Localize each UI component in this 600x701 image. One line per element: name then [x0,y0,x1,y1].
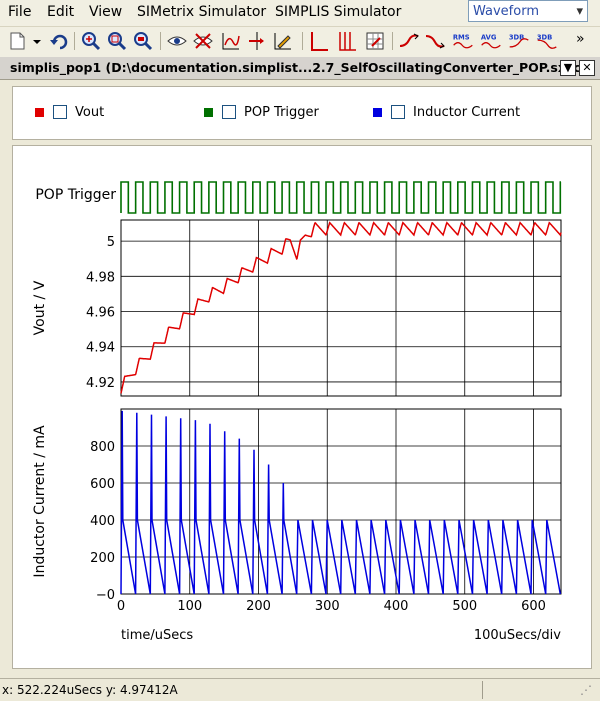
legend-label-vout: Vout [75,105,105,120]
vout-plot-frame [120,219,562,397]
3db-fall-icon[interactable]: 3DB [536,30,562,52]
3db-rise-icon-text: 3DB [509,33,524,41]
rms-icon[interactable]: RMS [452,30,478,52]
menu-view[interactable]: View [89,4,123,20]
menu-simplis-simulator[interactable]: SIMPLIS Simulator [275,4,402,20]
hide-icon[interactable] [192,30,214,52]
time-tick-label: 500 [452,599,477,614]
vout-tick-label: 4.96 [86,306,115,321]
time-tick-label: 400 [384,599,409,614]
chevron-down-icon: ▾ [576,4,583,19]
current-tick-label: 600 [90,477,115,492]
avg-icon[interactable]: AVG [480,30,506,52]
legend-checkbox-pop-trigger[interactable] [222,105,236,119]
document-title-bar: simplis_pop1 (D:\documentation.simplist.… [0,57,600,80]
toolbar-separator [392,32,393,50]
resize-grip-icon[interactable]: ⋰ [580,683,592,697]
legend-checkbox-inductor-current[interactable] [391,105,405,119]
legend-checkbox-vout[interactable] [53,105,67,119]
eye-icon[interactable] [166,30,188,52]
vout-trace [120,221,562,394]
edit-curve-icon[interactable] [272,30,294,52]
grid-icon[interactable] [336,30,358,52]
cursor-coordinates: x: 522.224uSecs y: 4.97412A [2,683,178,697]
mode-selector-dropdown[interactable]: Waveform Viewer ▾ [468,0,588,41]
status-bar: x: 522.224uSecs y: 4.97412A ⋰ [0,678,600,701]
current-tick-label: 200 [90,551,115,566]
current-tick-label: 400 [90,514,115,529]
close-button[interactable]: ✕ [579,60,595,76]
window-menu-label: ▼ [563,61,573,74]
rms-icon-text: RMS [453,33,470,41]
zoom-fit-icon[interactable] [106,30,128,52]
vout-tick-label: 4.98 [86,270,115,285]
cursor-icon[interactable] [246,30,268,52]
zoom-in-icon[interactable] [80,30,102,52]
current-axis-label: Inductor Current / mA [32,425,48,578]
vout-axis-label: Vout / V [32,280,48,335]
menubar: File Edit View SIMetrix Simulator SIMPLI… [0,0,600,41]
vout-tick-label: 4.92 [86,376,115,391]
current-tick-label: 800 [90,440,115,455]
current-tick-label: −0 [96,588,115,603]
time-tick-label: 600 [521,599,546,614]
status-divider [482,681,483,699]
time-tick-label: 300 [315,599,340,614]
toolbar-separator [74,32,75,50]
graph-edit-icon[interactable] [364,30,386,52]
toolbar: RMS AVG 3DB 3DB » [0,27,600,58]
menu-file[interactable]: File [8,4,32,20]
rise-icon[interactable] [398,30,420,52]
close-icon: ✕ [582,61,592,74]
time-tick-label: 100 [177,599,202,614]
toolbar-overflow-button[interactable]: » [576,31,585,47]
new-document-icon[interactable] [6,30,28,52]
inductor-current-trace [120,410,562,595]
document-title: simplis_pop1 (D:\documentation.simplist.… [10,60,596,75]
time-scale-label: 100uSecs/div [474,628,561,643]
3db-rise-icon[interactable]: 3DB [508,30,534,52]
waveform-chart[interactable]: POP Trigger 5 4.98 4.96 4.94 4.92 Vout / V 800 6… [13,146,591,668]
time-tick-label: 200 [246,599,271,614]
legend-swatch-vout [35,108,44,117]
legend-label-pop-trigger: POP Trigger [244,105,319,120]
vout-tick-label: 4.94 [86,341,115,356]
pop-trigger-axis-label: POP Trigger [35,187,116,203]
toolbar-separator [160,32,161,50]
time-tick-label: 0 [117,599,125,614]
curve-icon[interactable] [220,30,242,52]
dropdown-arrow-icon[interactable] [26,30,41,52]
menu-edit[interactable]: Edit [47,4,75,20]
legend-panel: Vout POP Trigger Inductor Current [12,86,592,140]
legend-swatch-inductor-current [373,108,382,117]
legend-swatch-pop-trigger [204,108,213,117]
plot-panel[interactable]: POP Trigger 5 4.98 4.96 4.94 4.92 Vout / V 800 6… [12,145,592,669]
toolbar-separator [302,32,303,50]
fall-icon[interactable] [424,30,446,52]
undo-icon[interactable] [48,30,70,52]
zoom-out-icon[interactable] [132,30,154,52]
axis-icon[interactable] [308,30,330,52]
pop-trigger-trace [120,181,562,214]
legend-label-inductor-current: Inductor Current [413,105,521,120]
window-menu-button[interactable]: ▼ [560,60,576,76]
vout-tick-label: 5 [107,235,115,250]
avg-icon-text: AVG [481,33,497,41]
menu-simetrix-simulator[interactable]: SIMetrix Simulator [137,4,267,20]
3db-fall-icon-text: 3DB [537,33,552,41]
time-axis-label: time/uSecs [121,628,193,643]
